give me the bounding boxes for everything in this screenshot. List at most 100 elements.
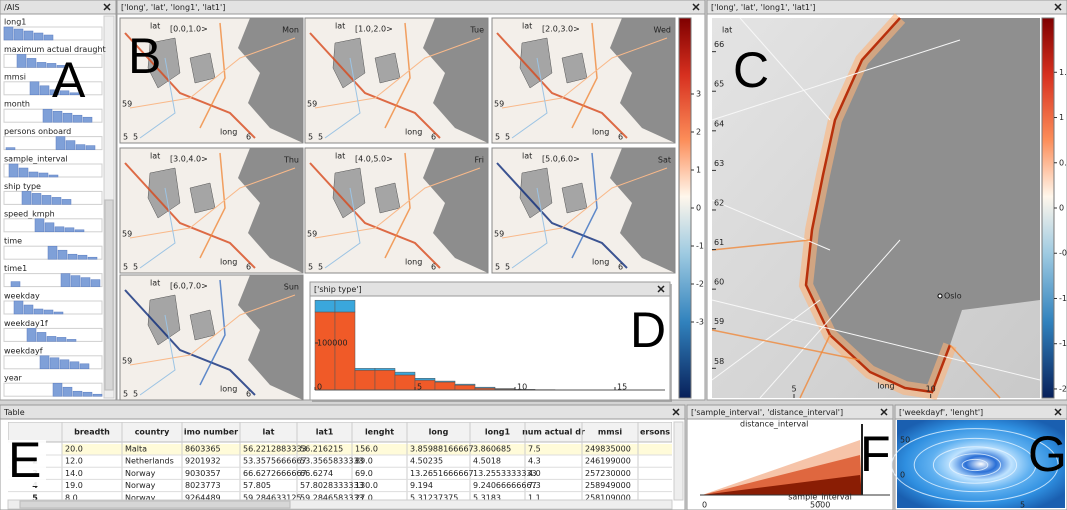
- table-cell: 20.0: [65, 445, 83, 454]
- attribute-thumbnail[interactable]: [4, 109, 102, 122]
- tile-y-label: lat: [150, 152, 160, 161]
- thumbnail-bar: [34, 33, 43, 40]
- attribute-name[interactable]: weekday: [4, 292, 40, 301]
- attribute-thumbnail[interactable]: [4, 27, 102, 40]
- attribute-name[interactable]: speed_kmph: [4, 209, 55, 218]
- attribute-name[interactable]: sample_interval: [4, 155, 68, 164]
- attribute-name[interactable]: time: [4, 237, 22, 246]
- v-scrollbar: [674, 422, 683, 500]
- panel-letter: F: [860, 426, 891, 482]
- colorbar-tick-label: -3: [696, 318, 704, 327]
- attribute-name[interactable]: time1: [4, 264, 27, 273]
- x-tick-label: 5000: [810, 501, 830, 510]
- attribute-thumbnail[interactable]: [4, 191, 102, 204]
- thumbnail-bar: [37, 332, 46, 341]
- table-cell: 246199000: [585, 457, 631, 466]
- thumbnail-bar: [45, 223, 54, 232]
- attribute-name[interactable]: weekdayf: [4, 346, 43, 355]
- panel-letter: B: [128, 28, 161, 84]
- colorbar-tick-label: 1: [696, 166, 701, 175]
- tile-x-tick: 6: [618, 133, 623, 142]
- table-cell: 7.5: [528, 445, 541, 454]
- attribute-name[interactable]: ship type: [4, 182, 41, 191]
- column-header[interactable]: ersons: [640, 428, 670, 437]
- tile-day: Tue: [469, 26, 484, 35]
- colorbar-tick-label: 1: [1059, 113, 1064, 122]
- column-header[interactable]: long1: [485, 428, 511, 437]
- thumbnail-bar: [14, 301, 23, 314]
- column-header[interactable]: breadth: [74, 428, 110, 437]
- scroll-thumb: [105, 200, 113, 390]
- colorbar-tick-label: 0: [1059, 204, 1064, 213]
- city-marker: [938, 294, 942, 298]
- thumbnail-bar: [27, 58, 36, 67]
- attribute-thumbnail[interactable]: [4, 164, 102, 177]
- attribute-thumbnail[interactable]: [4, 383, 102, 396]
- thumbnail-bar: [17, 54, 26, 67]
- tile-x-tick: 5: [318, 263, 323, 272]
- tile-x-label: long: [405, 128, 422, 137]
- column-header[interactable]: mmsi: [598, 428, 622, 437]
- x-tick-label: 10: [926, 385, 936, 394]
- x-tick-label: 5: [791, 385, 796, 394]
- thumbnail-bar: [71, 276, 80, 287]
- tile-y-tick: 59: [494, 100, 504, 109]
- column-header[interactable]: num actual dr: [522, 428, 585, 437]
- thumbnail-bar: [49, 175, 58, 177]
- panel-title: ['sample_interval', 'distance_interval']: [691, 408, 843, 417]
- thumbnail-bar: [29, 172, 38, 177]
- tile-x-tick: 6: [431, 133, 436, 142]
- thumbnail-bar: [4, 27, 13, 40]
- table-cell: 9.194: [410, 481, 433, 490]
- colorbar-tick-label: -0.5: [1059, 249, 1067, 258]
- attribute-thumbnail[interactable]: [4, 137, 102, 150]
- attribute-thumbnail[interactable]: [4, 246, 102, 259]
- tile-y-tick: 59: [122, 357, 132, 366]
- attribute-name[interactable]: weekday1f: [4, 319, 48, 328]
- thumbnail-bar: [42, 195, 51, 204]
- thumbnail-bar: [27, 328, 36, 341]
- histogram-bar: [355, 370, 375, 390]
- attribute-thumbnail[interactable]: [4, 301, 102, 314]
- tile-x-tick: 6: [246, 133, 251, 142]
- histogram-bar: [435, 382, 455, 390]
- panel-title: Table: [3, 408, 25, 417]
- table-cell: Malta: [125, 445, 147, 454]
- column-header[interactable]: lenght: [365, 428, 394, 437]
- title-bar: [310, 282, 670, 296]
- tile-range: [6.0,7.0>: [170, 282, 208, 291]
- column-header[interactable]: lat: [263, 428, 275, 437]
- table-cell: 12.0: [65, 457, 83, 466]
- column-header[interactable]: country: [135, 428, 170, 437]
- histogram-bar: [435, 381, 455, 382]
- thumbnail-bar: [19, 168, 28, 177]
- attribute-thumbnail[interactable]: [4, 219, 102, 232]
- column-header[interactable]: imo number: [184, 428, 238, 437]
- attribute-name[interactable]: month: [4, 100, 30, 109]
- attribute-thumbnail[interactable]: [4, 274, 102, 287]
- attribute-thumbnail[interactable]: [4, 356, 102, 369]
- attribute-name[interactable]: year: [4, 374, 23, 383]
- table-cell: 89.0: [355, 457, 373, 466]
- thumbnail-bar: [68, 254, 77, 259]
- thumbnail-bar: [14, 29, 23, 40]
- column-header[interactable]: lat1: [316, 428, 334, 437]
- colorbar-tick-label: -1: [696, 242, 704, 251]
- tile-day: Thu: [283, 156, 299, 165]
- y-tick-label: 100000: [317, 339, 348, 348]
- attribute-name[interactable]: persons onboard: [4, 127, 71, 136]
- y-tick-label: 62: [714, 198, 724, 207]
- thumbnail-bar: [34, 309, 43, 314]
- histogram-bar: [455, 385, 475, 390]
- thumbnail-bar: [81, 278, 90, 287]
- column-header[interactable]: long: [429, 428, 449, 437]
- thumbnail-bar: [9, 164, 18, 177]
- y-tick-label: 63: [714, 159, 724, 168]
- thumbnail-bar: [65, 228, 74, 232]
- attribute-name[interactable]: long1: [4, 18, 26, 27]
- attribute-thumbnail[interactable]: [4, 328, 102, 341]
- histogram-bar: [455, 384, 475, 385]
- y-tick-label: 59: [714, 317, 724, 326]
- thumbnail-bar: [56, 137, 65, 150]
- attribute-name[interactable]: mmsi: [4, 72, 26, 81]
